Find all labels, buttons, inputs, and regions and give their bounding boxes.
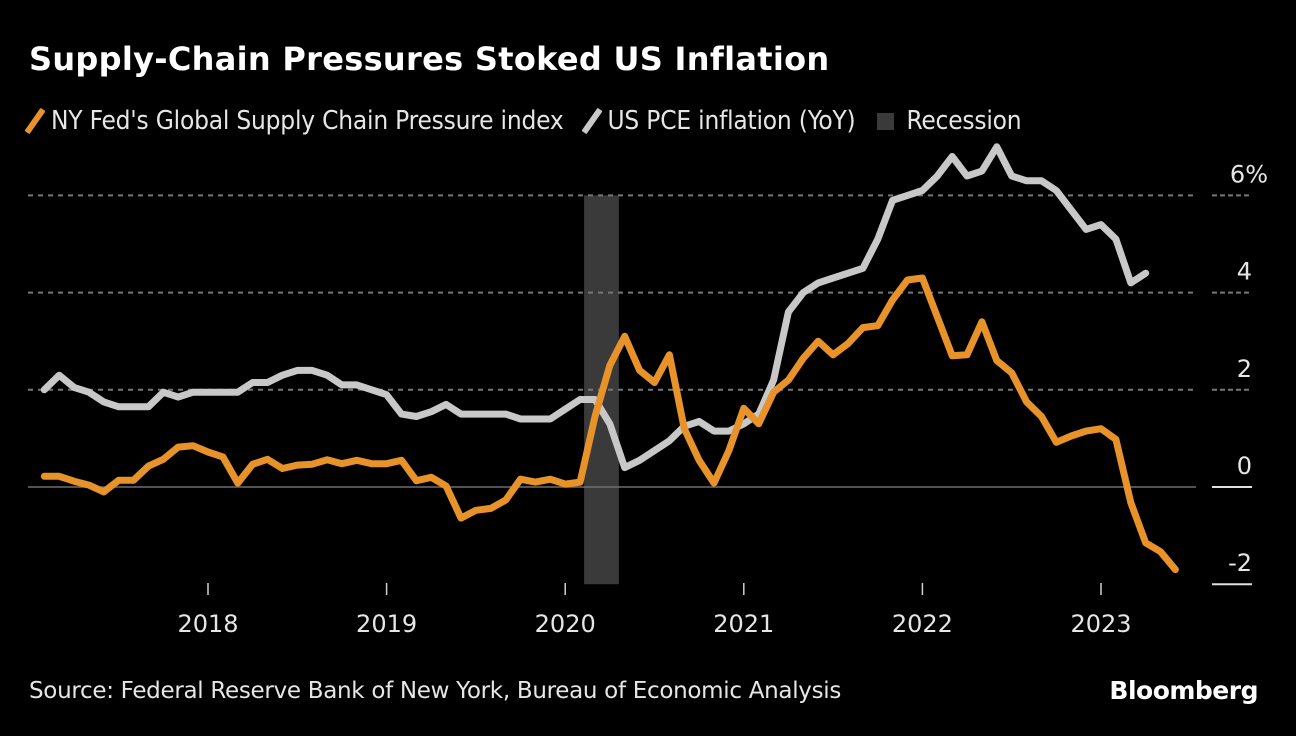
source-note: Source: Federal Reserve Bank of New York… — [29, 678, 842, 704]
y-tick-label: 2 — [1237, 355, 1252, 383]
x-axis: 2018 2019 2020 2021 2022 2023 — [177, 583, 1132, 638]
x-tick-label: 2021 — [713, 610, 774, 638]
x-tick-label: 2019 — [356, 610, 417, 638]
legend-item-recession: Recession — [877, 106, 1022, 136]
legend-label: US PCE inflation (YoY) — [607, 106, 856, 136]
recession-swatch-icon — [877, 112, 895, 130]
legend-label: Recession — [906, 106, 1022, 136]
x-tick-label: 2020 — [535, 610, 596, 638]
y-axis: 6% 4 2 0 -2 — [1212, 160, 1268, 586]
series-group — [40, 143, 1179, 574]
pce-inflation-line — [40, 143, 1150, 472]
bloomberg-logo: Bloomberg — [1109, 676, 1258, 705]
x-tick-label: 2018 — [177, 610, 238, 638]
gscpi-line — [40, 274, 1179, 574]
legend-label: NY Fed's Global Supply Chain Pressure in… — [51, 106, 564, 136]
y-tick-label: 4 — [1237, 258, 1252, 286]
y-tick-label: 0 — [1237, 452, 1252, 480]
legend-item-gscpi: NY Fed's Global Supply Chain Pressure in… — [29, 106, 564, 136]
legend: NY Fed's Global Supply Chain Pressure in… — [29, 106, 1043, 136]
y-tick-label: -2 — [1228, 549, 1252, 577]
chart-title: Supply-Chain Pressures Stoked US Inflati… — [29, 40, 830, 78]
x-tick-label: 2023 — [1070, 610, 1131, 638]
y-tick-label: 6% — [1230, 160, 1268, 188]
legend-item-pce: US PCE inflation (YoY) — [586, 106, 856, 136]
x-tick-label: 2022 — [892, 610, 953, 638]
